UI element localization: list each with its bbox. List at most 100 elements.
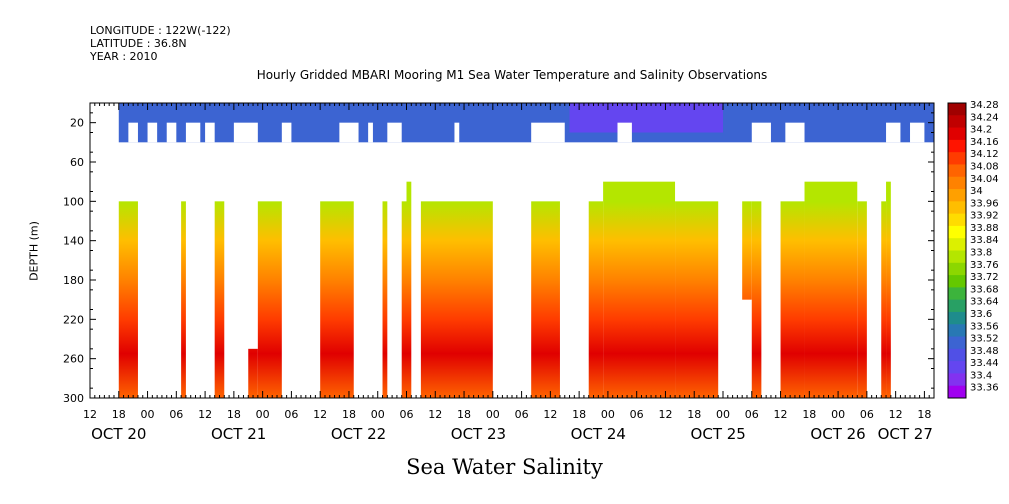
- deep-segment: [401, 201, 407, 398]
- deep-segment: [320, 201, 354, 398]
- colorbar-swatch: [948, 152, 966, 165]
- colorbar-label: 33.88: [970, 223, 999, 234]
- surface-data-gap: [387, 122, 402, 143]
- colorbar-swatch: [948, 262, 966, 276]
- surface-data-gap: [751, 122, 771, 143]
- deep-segment: [531, 201, 560, 398]
- colorbar-label: 34.24: [970, 112, 999, 123]
- surface-data-gap: [185, 122, 196, 143]
- deep-segment: [420, 201, 493, 398]
- x-tick-label: 00: [371, 408, 385, 421]
- x-tick-label: 00: [486, 408, 500, 421]
- surface-data-gap: [785, 122, 805, 143]
- y-tick-label: 100: [63, 195, 84, 208]
- x-tick-label: 12: [83, 408, 97, 421]
- year-label: YEAR : 2010: [90, 50, 158, 63]
- y-tick-label: 220: [63, 313, 84, 326]
- surface-data-gap: [531, 122, 565, 143]
- colorbar-label: 33.68: [970, 284, 999, 295]
- colorbar-swatch: [948, 385, 966, 399]
- colorbar-label: 33.64: [970, 297, 999, 308]
- deep-segment: [886, 181, 891, 398]
- deep-segment: [780, 201, 805, 398]
- colorbar-label: 34.04: [970, 174, 999, 185]
- x-tick-label: 00: [716, 408, 730, 421]
- deep-segment: [181, 201, 186, 398]
- x-tick-label: 06: [284, 408, 298, 421]
- chart-subtitle: Sea Water Salinity: [406, 455, 603, 479]
- colorbar-swatch: [948, 275, 966, 288]
- colorbar-label: 33.36: [970, 383, 999, 394]
- y-tick-label: 300: [63, 392, 84, 405]
- colorbar-frame: [947, 102, 967, 399]
- x-tick-label: 06: [400, 408, 414, 421]
- longitude-label: LONGITUDE : 122W(-122): [90, 24, 231, 37]
- colorbar-swatch: [948, 299, 966, 313]
- deep-segment: [214, 201, 225, 398]
- colorbar-label: 33.72: [970, 272, 999, 283]
- colorbar-swatch: [948, 238, 966, 251]
- colorbar-swatch: [948, 287, 966, 301]
- colorbar-label: 33.52: [970, 334, 999, 345]
- x-tick-label: 00: [601, 408, 615, 421]
- deep-segment: [588, 201, 604, 398]
- x-day-label: OCT 21: [211, 425, 266, 443]
- colorbar-label: 33.76: [970, 260, 999, 271]
- colorbar-swatch: [948, 127, 966, 141]
- deep-segment: [257, 201, 282, 398]
- colorbar-label: 33.56: [970, 321, 999, 332]
- colorbar-swatch: [948, 311, 966, 325]
- colorbar-label: 34.16: [970, 137, 999, 148]
- x-tick-label: 06: [745, 408, 759, 421]
- surface-data-gap: [233, 122, 258, 143]
- colorbar-swatch: [948, 164, 966, 178]
- x-day-label: OCT 25: [691, 425, 746, 443]
- deep-segment: [248, 348, 258, 398]
- surface-data-gap: [147, 122, 158, 143]
- colorbar-swatch: [948, 176, 966, 190]
- colorbar-label: 34.12: [970, 149, 999, 160]
- colorbar-swatch: [948, 250, 966, 264]
- x-tick-label: 18: [917, 408, 931, 421]
- surface-data-gap: [339, 122, 359, 143]
- latitude-label: LATITUDE : 36.8N: [90, 37, 187, 50]
- deep-segment: [382, 201, 388, 398]
- y-tick-label: 140: [63, 235, 84, 248]
- x-tick-label: 00: [141, 408, 155, 421]
- colorbar-swatch: [948, 103, 966, 116]
- x-tick-label: 06: [169, 408, 183, 421]
- x-day-label: OCT 22: [331, 425, 386, 443]
- x-tick-label: 06: [630, 408, 644, 421]
- colorbar-label: 33.84: [970, 235, 999, 246]
- colorbar-swatch: [948, 139, 966, 153]
- deep-segment: [751, 201, 762, 398]
- surface-data-gap: [886, 122, 901, 143]
- surface-data-gap: [910, 122, 925, 143]
- surface-data-gap: [281, 122, 292, 143]
- x-tick-label: 12: [774, 408, 788, 421]
- colorbar-swatch: [948, 213, 966, 227]
- x-tick-label: 18: [687, 408, 701, 421]
- x-day-label: OCT 23: [451, 425, 506, 443]
- surface-data-gap: [454, 122, 460, 143]
- colorbar-swatch: [948, 373, 966, 387]
- x-tick-label: 18: [112, 408, 126, 421]
- x-tick-label: 12: [198, 408, 212, 421]
- colorbar-label: 33.48: [970, 346, 999, 357]
- y-tick-label: 20: [70, 117, 84, 130]
- x-tick-label: 00: [256, 408, 270, 421]
- colorbar-label: 33.92: [970, 211, 999, 222]
- y-tick-label: 180: [63, 274, 84, 287]
- colorbar-label: 33.44: [970, 358, 999, 369]
- deep-segment: [742, 201, 752, 300]
- x-tick-label: 12: [313, 408, 327, 421]
- y-tick-label: 60: [70, 156, 84, 169]
- x-tick-label: 12: [889, 408, 903, 421]
- colorbar-label: 33.96: [970, 198, 999, 209]
- colorbar-swatch: [948, 361, 966, 374]
- colorbar-swatch: [948, 336, 966, 350]
- colorbar-label: 34.2: [970, 125, 992, 136]
- surface-data-gap: [195, 122, 201, 143]
- x-tick-label: 18: [572, 408, 586, 421]
